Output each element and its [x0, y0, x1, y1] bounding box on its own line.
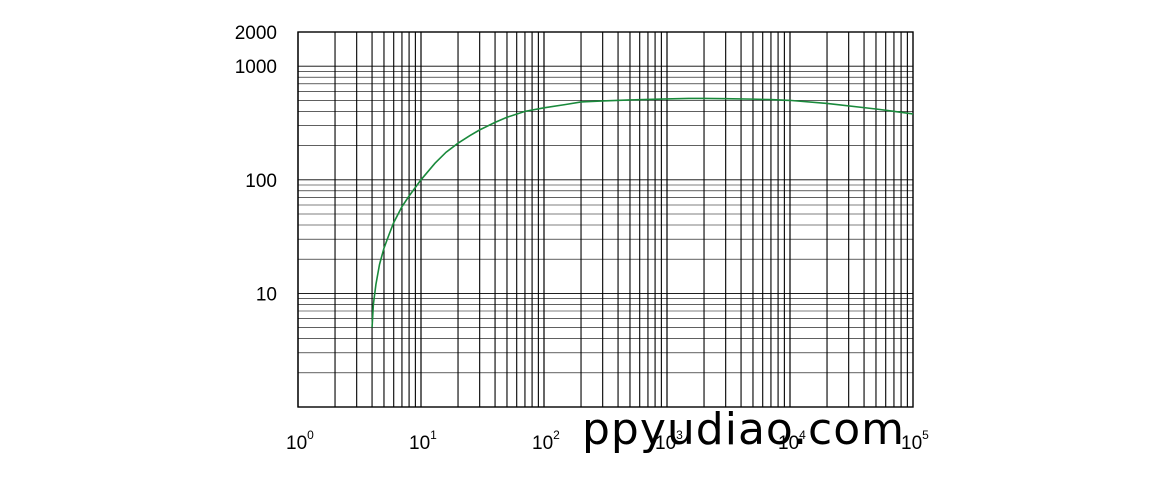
x-tick-exponent: 4 — [799, 428, 806, 442]
y-tick-label: 2000 — [235, 23, 277, 44]
x-tick-exponent: 3 — [676, 428, 683, 442]
y-minor-gridlines — [298, 31, 913, 374]
x-tick-exponent: 2 — [553, 428, 560, 442]
y-tick-labels: 10 100 1000 2000 — [235, 23, 277, 305]
series-line — [371, 97, 914, 328]
x-tick-base: 10 — [286, 433, 307, 454]
x-tick-base: 10 — [655, 433, 676, 454]
x-tick-base: 10 — [778, 433, 799, 454]
watermark-text: ppyudiao.com — [582, 404, 906, 455]
y-tick-label: 100 — [245, 171, 277, 192]
x-tick-label: 104 — [778, 428, 806, 454]
x-tick-exponent: 5 — [922, 428, 929, 442]
x-tick-exponent: 0 — [307, 428, 314, 442]
x-tick-label: 100 — [286, 428, 314, 454]
x-tick-exponent: 1 — [430, 428, 437, 442]
x-tick-base: 10 — [901, 433, 922, 454]
x-tick-label: 102 — [532, 428, 560, 454]
x-tick-label: 103 — [655, 428, 683, 454]
x-tick-base: 10 — [532, 433, 553, 454]
plot-frame — [297, 31, 914, 408]
x-tick-label: 101 — [409, 428, 437, 454]
y-tick-label: 1000 — [235, 57, 277, 78]
y-tick-label: 10 — [256, 284, 277, 305]
x-tick-labels: 100 101 102 103 104 105 — [286, 428, 929, 454]
major-gridlines — [297, 32, 913, 407]
x-tick-base: 10 — [409, 433, 430, 454]
x-tick-label: 105 — [901, 428, 929, 454]
x-minor-gridlines — [334, 32, 908, 407]
